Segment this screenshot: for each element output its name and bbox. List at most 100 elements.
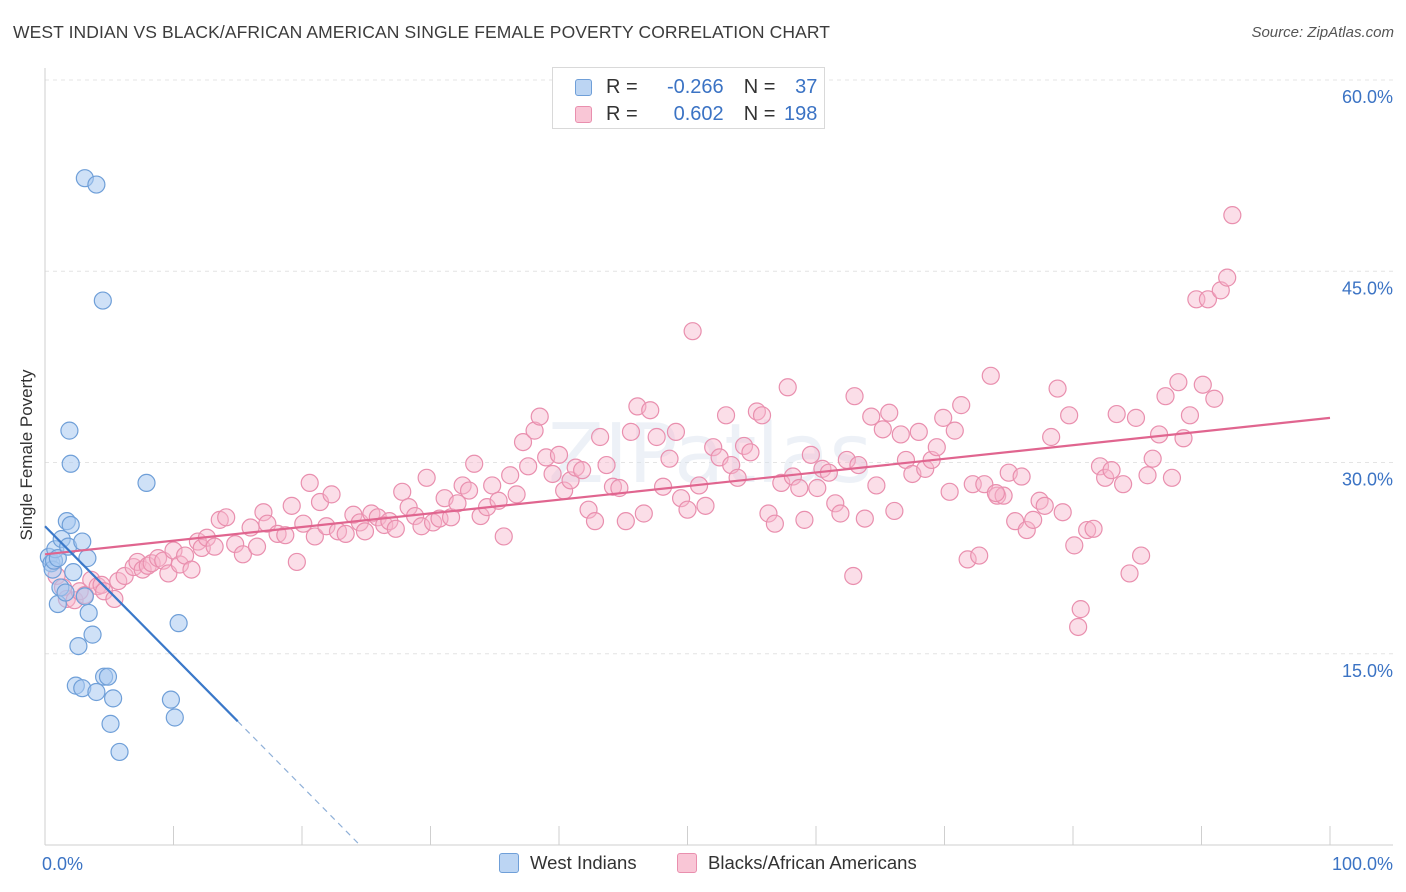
series-legend: West Indians Blacks/African Americans: [0, 852, 1406, 876]
data-point-blacks: [795, 510, 814, 529]
chart-title: WEST INDIAN VS BLACK/AFRICAN AMERICAN SI…: [13, 22, 831, 42]
data-point-blacks: [148, 549, 168, 568]
data-point-blacks: [728, 468, 747, 487]
data-point-blacks: [808, 478, 827, 498]
legend-label: Blacks/African Americans: [708, 852, 917, 873]
data-point-west-indians: [169, 614, 188, 633]
data-point-blacks: [826, 494, 845, 513]
data-point-blacks: [1132, 546, 1151, 565]
data-point-blacks: [412, 517, 431, 536]
data-point-blacks: [1017, 520, 1036, 540]
x-tick-label: 0.0%: [42, 854, 83, 874]
legend-swatch-pink: [575, 105, 592, 123]
data-point-west-indians: [75, 587, 94, 606]
data-point-west-indians: [60, 421, 79, 440]
data-point-west-indians: [83, 625, 102, 644]
data-point-blacks: [603, 477, 623, 496]
data-point-blacks: [666, 422, 686, 441]
series-west-indians-points: [39, 169, 188, 762]
data-point-blacks: [336, 524, 355, 544]
data-point-blacks: [1198, 290, 1218, 309]
legend-swatch-blue: [499, 853, 519, 873]
data-point-blacks: [300, 473, 319, 492]
data-point-blacks: [759, 504, 778, 523]
data-point-blacks: [945, 421, 964, 440]
data-point-blacks: [1223, 206, 1242, 225]
data-point-blacks: [647, 427, 666, 447]
data-point-blacks: [226, 534, 245, 554]
data-point-blacks: [1078, 520, 1097, 540]
data-point-blacks: [1120, 564, 1139, 583]
data-point-blacks: [891, 425, 910, 444]
data-point-blacks: [940, 482, 959, 501]
data-point-blacks: [790, 478, 809, 498]
data-point-west-indians: [101, 714, 120, 733]
data-point-blacks: [1065, 536, 1084, 555]
data-point-blacks: [530, 407, 549, 426]
data-point-blacks: [430, 509, 449, 528]
data-point-blacks: [696, 496, 715, 515]
data-point-blacks: [282, 496, 301, 515]
data-point-west-indians: [64, 563, 83, 582]
data-point-blacks: [1162, 468, 1182, 487]
trend-line-west-indians: [44, 525, 239, 723]
legend-item-west-indians[interactable]: West Indians: [499, 852, 637, 874]
data-point-blacks: [909, 422, 928, 441]
data-point-blacks: [1042, 427, 1061, 447]
data-point-west-indians: [73, 532, 92, 551]
legend-r-value: -0.266: [666, 75, 724, 98]
data-point-blacks: [741, 443, 760, 462]
data-point-west-indians: [98, 667, 118, 686]
data-point-blacks: [772, 473, 791, 492]
data-point-blacks: [448, 494, 467, 513]
data-point-west-indians: [69, 636, 88, 656]
data-point-blacks: [205, 537, 224, 556]
data-point-blacks: [1205, 389, 1224, 408]
y-tick-label: 30.0%: [1342, 470, 1393, 490]
legend-item-blacks[interactable]: Blacks/African Americans: [677, 852, 917, 874]
data-point-blacks: [778, 378, 797, 397]
data-point-blacks: [1143, 449, 1162, 468]
data-point-west-indians: [110, 742, 129, 762]
legend-n-value: 37: [795, 75, 818, 98]
data-point-blacks: [616, 512, 635, 531]
legend-swatch-pink: [677, 853, 697, 873]
data-point-blacks: [845, 387, 864, 406]
data-point-west-indians: [79, 603, 98, 623]
data-point-blacks: [1138, 466, 1157, 485]
axes: [44, 68, 1393, 846]
data-point-blacks: [105, 589, 124, 609]
trend-line-west-indians-extension: [237, 720, 361, 846]
data-point-blacks: [182, 560, 201, 579]
data-point-blacks: [355, 522, 375, 541]
data-point-blacks: [525, 421, 544, 440]
data-point-blacks: [678, 500, 697, 519]
data-point-blacks: [170, 555, 190, 574]
data-point-blacks: [1180, 406, 1200, 425]
data-point-west-indians: [104, 689, 123, 708]
y-tick-label: 45.0%: [1342, 278, 1393, 298]
data-point-blacks: [1218, 268, 1237, 287]
data-point-blacks: [1069, 617, 1088, 637]
data-point-blacks: [393, 482, 412, 501]
data-point-west-indians: [87, 175, 106, 194]
data-point-west-indians: [87, 682, 106, 702]
data-point-blacks: [801, 445, 820, 464]
data-point-blacks: [1024, 510, 1043, 529]
data-point-blacks: [95, 582, 114, 601]
data-point-blacks: [322, 485, 341, 504]
data-point-west-indians: [61, 515, 80, 535]
legend-n-label: N =: [743, 102, 776, 125]
data-point-blacks: [880, 403, 899, 422]
data-point-blacks: [1090, 457, 1110, 476]
y-axis-label: Single Female Poverty: [17, 369, 36, 541]
data-point-blacks: [752, 406, 772, 425]
data-point-blacks: [1156, 387, 1175, 406]
data-point-blacks: [494, 527, 513, 546]
data-point-blacks: [844, 566, 863, 586]
data-point-blacks: [831, 504, 850, 523]
data-point-blacks: [641, 401, 660, 420]
data-point-blacks: [513, 433, 533, 452]
data-point-blacks: [507, 485, 526, 504]
